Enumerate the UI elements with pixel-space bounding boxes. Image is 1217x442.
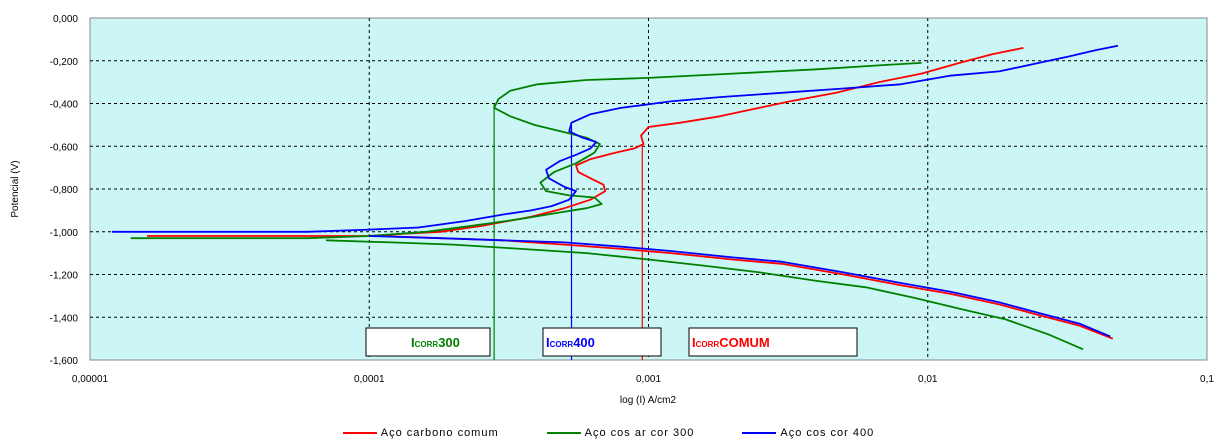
legend-label-400: Aço cos cor 400 [780, 427, 875, 439]
series-line-1 [130, 62, 1084, 351]
chart-svg: 0,000 -0,200 -0,400 -0,600 -0,800 -1,000 -1,20… [10, 14, 1214, 406]
x-tick-label-3: 0,01 [918, 374, 938, 385]
x-tick-label-0: 0,00001 [72, 374, 109, 385]
y-tick-label-5: -1,000 [50, 228, 79, 239]
y-tick-label-4: -0,800 [50, 185, 79, 196]
annotation-icorr-comum: ICORRCOMUM [688, 327, 858, 357]
grid-lines [90, 18, 1207, 360]
legend-swatch-carbono [342, 432, 377, 434]
annotation-icorr-400: ICORR400 [542, 327, 662, 357]
legend-label-300: Aço cos ar cor 300 [584, 427, 695, 439]
y-tick-labels: 0,000 -0,200 -0,400 -0,600 -0,800 -1,000 -1,20… [50, 14, 79, 367]
series-group [112, 44, 1119, 351]
y-tick-label-3: -0,600 [50, 142, 79, 153]
x-tick-label-1: 0,0001 [354, 374, 385, 385]
annotation-text-comum: ICORRCOMUM [692, 335, 770, 350]
y-tick-label-8: -1,600 [50, 356, 79, 367]
x-axis-label: log (I) A/cm2 [620, 395, 677, 406]
y-tick-label-0: 0,000 [53, 14, 78, 25]
x-tick-label-2: 0,001 [636, 374, 661, 385]
annotation-icorr-300: ICORR300 [365, 327, 491, 357]
annotation-box-400 [542, 327, 662, 357]
series-line-2 [112, 44, 1119, 338]
x-tick-label-4: 0,1 [1200, 374, 1214, 385]
legend-label-carbono: Aço carbono comum [380, 427, 499, 439]
y-tick-label-6: -1,200 [50, 271, 79, 282]
legend-swatch-300 [546, 432, 581, 434]
annotation-text-400: ICORR400 [546, 335, 595, 350]
legend-item-400: Aço cos cor 400 [742, 424, 874, 442]
legend: Aço carbono comum Aço cos ar cor 300 Aço… [0, 424, 1217, 442]
x-tick-labels: 0,00001 0,0001 0,001 0,01 0,1 [72, 374, 1214, 385]
annotation-text-300: ICORR300 [411, 335, 460, 350]
legend-swatch-400 [742, 432, 777, 434]
annotation-box-comum [688, 327, 858, 357]
legend-item-carbono: Aço carbono comum [342, 424, 499, 442]
y-tick-label-1: -0,200 [50, 57, 79, 68]
y-tick-label-7: -1,400 [50, 313, 79, 324]
y-axis-label: Potencial (V) [10, 160, 21, 217]
legend-item-300: Aço cos ar cor 300 [546, 424, 695, 442]
annotation-box-300 [365, 327, 491, 357]
y-tick-label-2: -0,400 [50, 100, 79, 111]
